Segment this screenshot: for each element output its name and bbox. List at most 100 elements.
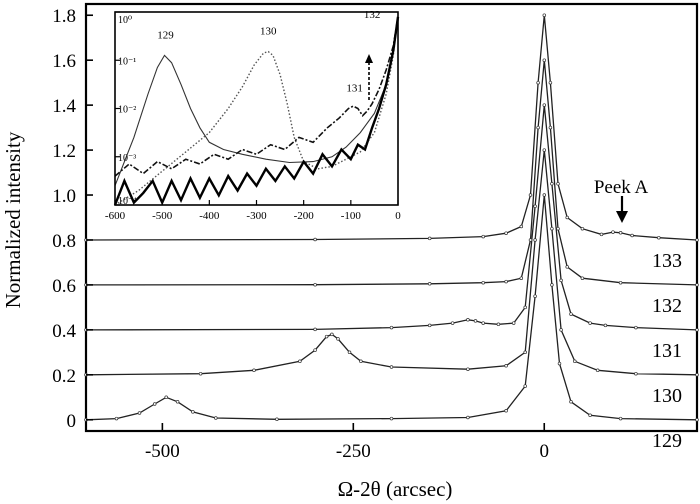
inset-x-axis: -600 -500 -400 -300 -200 -100 0 (105, 200, 401, 222)
data-point-133 (556, 182, 560, 186)
data-point-133 (536, 80, 540, 85)
y-tick-label: 1.4 (52, 96, 76, 117)
data-point-130 (504, 364, 508, 368)
curve-label-131: 131 (652, 340, 682, 362)
inset-y-tick-label: 10⁻⁴ (118, 196, 137, 207)
data-point-130 (359, 359, 363, 364)
inset-curve-131 (114, 16, 399, 177)
data-point-129 (214, 416, 218, 420)
data-point-129 (389, 416, 394, 421)
inset-x-tick-label: -500 (152, 210, 173, 222)
data-point-133 (504, 231, 508, 235)
y-tick-label: 0.8 (52, 231, 76, 252)
data-point-131 (542, 103, 547, 107)
data-point-133 (528, 193, 533, 197)
data-point-131 (466, 318, 470, 322)
curve-label-129: 129 (652, 430, 682, 452)
data-point-131 (559, 278, 563, 283)
inset-plot-curves (113, 16, 400, 206)
main-plot-curves (84, 13, 699, 422)
data-point-133 (542, 13, 547, 17)
inset-x-tick-label: 0 (395, 210, 401, 222)
data-point-129 (618, 416, 623, 421)
x-tick-label: -250 (336, 441, 371, 462)
data-point-131 (313, 327, 317, 332)
data-point-133 (481, 234, 485, 239)
y-tick-label: 0.6 (52, 276, 76, 297)
data-point-132 (695, 283, 699, 287)
inset-x-tick-label: -300 (246, 210, 267, 222)
data-point-132 (427, 282, 432, 286)
data-point-132 (618, 280, 623, 285)
inset-arrow-head (365, 54, 373, 63)
data-point-130 (466, 367, 470, 371)
data-point-131 (533, 204, 537, 209)
data-point-133 (565, 215, 569, 220)
data-point-131 (634, 325, 638, 330)
curve-131 (85, 105, 698, 331)
x-axis-label: Ω-2θ (arcsec) (338, 477, 453, 501)
peak-a-arrow-head (616, 211, 628, 223)
data-point-129 (542, 193, 547, 197)
y-tick-label: 0 (67, 411, 77, 432)
curve-130 (85, 150, 698, 376)
y-tick-label: 1.6 (52, 51, 76, 72)
data-point-129 (523, 384, 527, 388)
data-point-132 (536, 125, 540, 130)
inset-peak-labels: 129 130 131 132 (157, 9, 380, 95)
inset-peak-label-129: 129 (157, 30, 174, 42)
curve-label-132: 132 (652, 295, 682, 317)
main-plot-frame (84, 2, 699, 433)
peak-a-label: Peek A (594, 177, 649, 198)
inset-peak-label-132: 132 (364, 9, 381, 21)
main-y-axis: 0 0.2 0.4 0.6 0.8 1.0 1.2 1.4 1.6 1.8 (52, 6, 93, 432)
data-point-133 (630, 233, 634, 238)
data-point-130 (330, 332, 334, 337)
y-axis-label: Normalized intensity (1, 131, 25, 308)
data-point-130 (550, 226, 554, 231)
main-x-axis: -500 -250 0 (145, 423, 549, 462)
x-tick-label: 0 (540, 441, 550, 462)
data-point-131 (603, 323, 608, 328)
data-point-130 (523, 350, 527, 355)
x-tick-label: -500 (145, 441, 180, 462)
data-point-131 (588, 321, 592, 325)
data-point-131 (389, 325, 394, 330)
data-point-130 (198, 371, 203, 376)
data-point-130 (336, 337, 340, 341)
data-point-133 (519, 224, 524, 229)
inset-x-tick-label: -200 (294, 210, 315, 222)
data-point-132 (565, 265, 569, 269)
data-point-132 (580, 276, 585, 280)
data-point-129 (175, 400, 180, 404)
inset-y-tick-label: 10⁻² (118, 105, 136, 116)
data-point-131 (550, 182, 554, 186)
data-point-130 (389, 365, 394, 369)
data-point-133 (611, 230, 615, 234)
data-point-129 (137, 411, 142, 415)
inset-y-tick-label: 10⁻¹ (118, 56, 136, 67)
data-point-131 (695, 328, 699, 332)
peak-a-annotation: Peek A (594, 177, 649, 223)
data-point-130 (324, 334, 329, 339)
inset-x-tick-label: -600 (105, 210, 126, 222)
data-point-130 (634, 371, 638, 376)
inset-curve-132 (113, 16, 400, 206)
data-point-129 (504, 409, 508, 413)
data-point-133 (618, 231, 623, 235)
data-point-131 (450, 321, 455, 325)
inset-curve-129 (114, 16, 399, 186)
inset-y-tick-label: 10⁰ (118, 15, 132, 26)
inset-y-axis: 10⁰ 10⁻¹ 10⁻² 10⁻³ 10⁻⁴ (115, 11, 137, 207)
data-point-133 (313, 237, 317, 242)
data-point-131 (481, 321, 485, 325)
inset-x-tick-label: -100 (341, 210, 362, 222)
data-point-130 (298, 359, 302, 364)
data-point-130 (533, 238, 537, 242)
data-point-129 (533, 294, 537, 298)
data-point-129 (588, 413, 592, 418)
data-point-131 (427, 323, 432, 328)
data-point-129 (114, 416, 119, 421)
data-point-130 (542, 148, 547, 152)
